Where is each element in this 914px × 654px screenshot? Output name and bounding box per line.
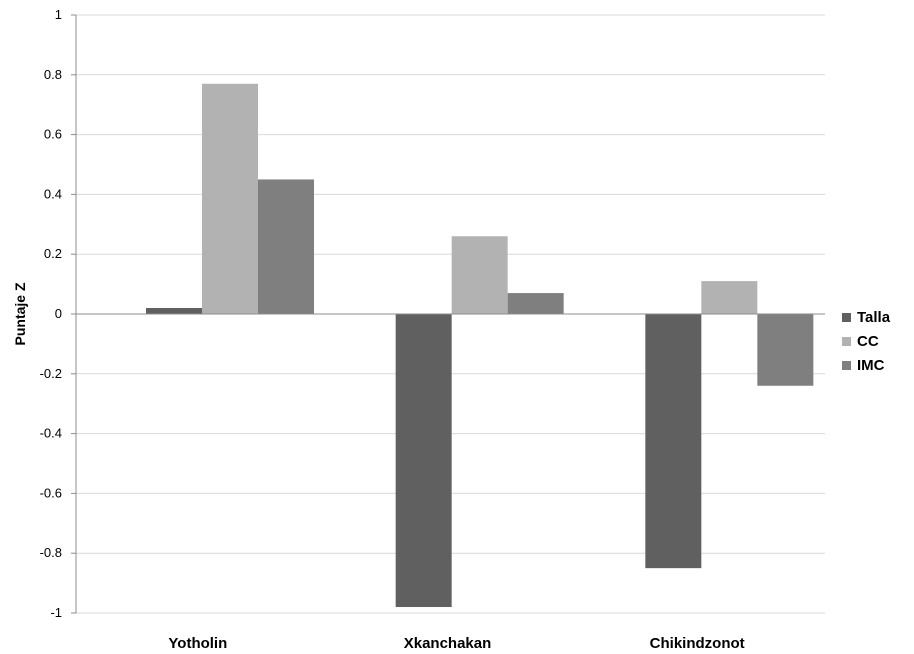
bar-cc-xkanchakan <box>451 236 508 314</box>
bar-imc-xkanchakan <box>507 293 564 314</box>
legend-label-talla: Talla <box>857 309 891 326</box>
legend-swatch-talla <box>842 313 851 322</box>
y-tick-label: -1 <box>50 605 62 620</box>
category-labels: Yotholin Xkanchakan Chikindzonot <box>168 635 744 652</box>
bar-imc-chikindzonot <box>757 314 814 386</box>
y-tick-label: 0 <box>55 306 62 321</box>
bar-cc-chikindzonot <box>701 281 758 314</box>
y-tick-label: -0.2 <box>40 366 62 381</box>
y-tick-label: 1 <box>55 7 62 22</box>
bars <box>146 83 814 608</box>
bar-imc-yotholin <box>258 179 314 314</box>
legend-label-cc: CC <box>857 333 879 350</box>
y-tick-label: 0.2 <box>44 246 62 261</box>
legend-swatch-cc <box>842 337 851 346</box>
y-tick-label: -0.8 <box>40 545 62 560</box>
y-tick-label: 0.6 <box>44 127 62 142</box>
y-tick-label: 0.4 <box>44 186 62 201</box>
bar-talla-xkanchakan <box>395 314 452 608</box>
y-tick-label: 0.8 <box>44 67 62 82</box>
legend-swatch-imc <box>842 361 851 370</box>
bar-talla-yotholin <box>146 308 202 314</box>
bar-cc-yotholin <box>202 83 258 315</box>
bar-talla-chikindzonot <box>645 314 702 569</box>
legend-label-imc: IMC <box>857 357 885 374</box>
y-axis-title: Puntaje Z <box>12 282 28 345</box>
y-tick-label: -0.4 <box>40 426 62 441</box>
legend: Talla CC IMC <box>842 309 891 374</box>
y-tick-labels: 1 0.8 0.6 0.4 0.2 0 -0.2 -0.4 -0.6 -0.8 -1 <box>40 7 62 620</box>
category-label: Xkanchakan <box>404 635 492 652</box>
category-label: Chikindzonot <box>650 635 745 652</box>
category-label: Yotholin <box>168 635 227 652</box>
y-tick-label: -0.6 <box>40 485 62 500</box>
